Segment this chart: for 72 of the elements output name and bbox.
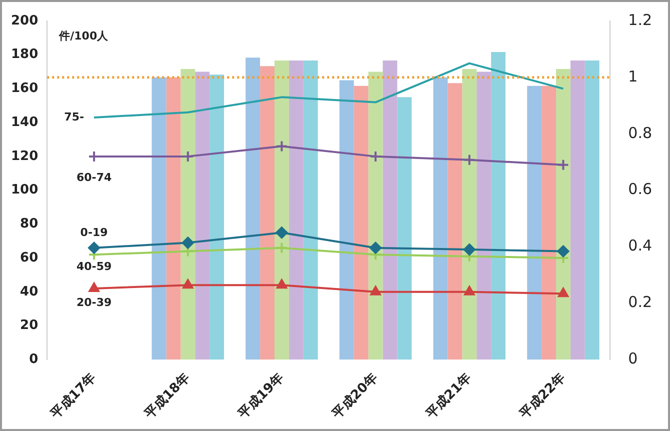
bar <box>339 80 354 360</box>
y-tick-label: 200 <box>10 13 38 28</box>
bar <box>491 52 506 360</box>
bar <box>368 72 383 360</box>
y-tick-label: 180 <box>10 47 38 62</box>
series-label: 0-19 <box>80 226 108 240</box>
x-tick-label: 平成17年 <box>48 370 100 422</box>
point <box>370 242 382 254</box>
point <box>558 288 569 298</box>
series-label: 75- <box>64 110 84 124</box>
bar <box>195 72 210 360</box>
point <box>88 242 100 254</box>
bar <box>448 83 462 360</box>
point <box>370 286 381 296</box>
bar <box>542 86 556 360</box>
y-axis-title: 件/100人 <box>58 29 110 42</box>
bar <box>166 77 181 360</box>
y2-tick-label: 0.6 <box>628 180 652 198</box>
point <box>276 140 288 152</box>
y-tick-label: 160 <box>10 81 38 96</box>
point <box>88 282 100 292</box>
point <box>463 244 476 256</box>
y-tick-label: 80 <box>20 216 38 232</box>
bar <box>246 58 260 360</box>
point <box>370 150 382 162</box>
x-tick-label: 平成19年 <box>235 370 287 422</box>
bar <box>354 86 368 360</box>
bar <box>180 68 196 360</box>
bar <box>397 97 412 360</box>
bar <box>584 60 600 360</box>
y-tick-label: 140 <box>10 114 38 130</box>
y-tick-label: 20 <box>20 318 38 334</box>
point <box>276 226 288 239</box>
bar <box>303 60 318 360</box>
y-tick-label: 0 <box>29 352 38 367</box>
point <box>463 154 476 166</box>
point <box>557 158 570 171</box>
bar <box>152 77 166 360</box>
point <box>557 245 570 258</box>
y2-tick-label: 0.8 <box>628 124 652 142</box>
point <box>182 236 194 249</box>
y2-tick-label: 0.4 <box>628 236 652 255</box>
x-tick-label: 平成18年 <box>141 370 194 422</box>
y-tick-label: 60 <box>20 250 38 266</box>
bar <box>288 60 304 360</box>
bar <box>274 60 289 360</box>
point <box>276 242 288 254</box>
bar <box>556 68 570 360</box>
x-tick-label: 平成21年 <box>422 370 475 422</box>
y2-tick-label: 0 <box>628 349 638 368</box>
y2-tick-label: 1 <box>628 67 638 86</box>
bar <box>260 66 274 360</box>
series-label: 20-39 <box>76 296 112 309</box>
x-tick-label: 平成20年 <box>329 370 381 422</box>
bar <box>210 74 224 360</box>
point <box>182 279 194 289</box>
series-label: 60-74 <box>76 170 112 184</box>
y-tick-label: 120 <box>10 148 38 164</box>
x-tick-label: 平成22年 <box>516 370 568 422</box>
bar <box>570 60 585 360</box>
y2-tick-label: 0.2 <box>628 293 652 312</box>
series-label: 40-59 <box>76 260 112 273</box>
bar <box>382 60 398 360</box>
y2-tick-label: 1.2 <box>628 10 652 29</box>
bar <box>462 68 477 360</box>
y-tick-label: 40 <box>20 284 38 300</box>
point <box>276 279 288 289</box>
bar <box>433 77 448 360</box>
point <box>464 286 475 296</box>
bar <box>476 72 492 360</box>
bar <box>527 86 542 360</box>
y-tick-label: 100 <box>10 182 38 198</box>
